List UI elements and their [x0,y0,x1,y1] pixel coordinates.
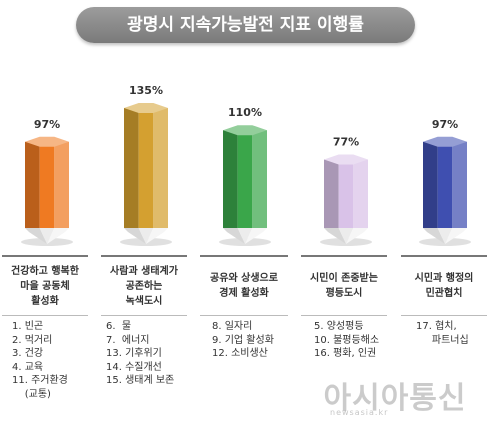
bar-1-tip-left [124,228,146,244]
bar-3-tip-right [346,228,368,244]
bar-3-right-facet [353,159,368,228]
bar-1-tip-front [138,228,154,244]
category-box-governance: 시민과 행정의 민관협치 [401,255,487,316]
bar-2-right-facet [252,130,267,228]
bar-4-front-facet [437,141,453,228]
goal-item: 15. 생태계 보존 [106,375,175,386]
bar-4-left-facet [423,141,438,228]
goal-item: 2. 먹거리 [12,334,53,346]
bar-3-tip-front [338,228,354,244]
goal-list-community: 1. 빈곤 2. 먹거리 3. 건강 4. 교육 11. 주거환경 (교통) [12,320,68,401]
bar-3-tip-left [324,228,346,244]
bar-4-tip-right [445,228,467,244]
bar-4-tip-left [423,228,445,244]
goal-list-equality: 5. 양성평등 10. 불평등해소 16. 평화, 인권 [314,320,379,361]
goal-item: 16. 평화, 인권 [314,348,377,359]
goal-list-economy: 8. 일자리 9. 기업 활성화 12. 소비생산 [212,320,274,361]
goal-item: 4. 교육 [12,361,44,373]
goal-item: 파트너십 [416,334,469,346]
bar-0-tip-front [39,228,55,244]
goal-item: 8. 일자리 [212,321,253,332]
goal-item: 13. 기후위기 [106,348,162,359]
bar-2-value-label: 110% [228,106,262,119]
bar-0-front-facet [39,141,55,228]
category-box-green-city: 사람과 생태계가 공존하는 녹색도시 [101,255,187,316]
bar-3-cap [324,154,368,165]
watermark-logo: 아시아통신 [323,381,467,416]
bar-0-value-label: 97% [34,118,60,131]
bar-1-right-facet [153,108,168,228]
bar-1-tip-right [146,228,168,244]
bar-3-left-facet [324,159,339,228]
bar-2-front-facet [237,130,253,228]
bar-4-cap [423,136,467,147]
bar-2-cap [223,125,267,136]
goal-item: 1. 빈곤 [12,321,44,332]
page-title: 광명시 지속가능발전 지표 이행률 [76,7,415,43]
category-box-economy: 공유와 상생으로 경제 활성화 [200,255,288,316]
bar-0-tip-left [25,228,47,244]
bar-3-front-facet [338,159,354,228]
bar-1-value-label: 135% [129,84,163,97]
goal-item: 11. 주거환경 [12,375,68,386]
bar-2-tip-front [237,228,253,244]
bar-3-value-label: 77% [333,136,359,149]
bar-2-left-facet [223,130,238,228]
goal-item: 17. 협치, [416,321,457,332]
bar-1-front-facet [138,108,154,228]
category-box-community: 건강하고 행복한 마을 공동체 활성화 [2,255,88,316]
watermark-url: newsasia.kr [330,408,389,417]
goal-list-governance: 17. 협치, 파트너십 [416,320,469,347]
bar-1-left-facet [124,108,139,228]
bar-0-right-facet [54,141,69,228]
bar-0-cap [25,136,69,147]
category-box-equality: 시민이 존중받는 평등도시 [301,255,387,316]
bar-1-cap [124,103,168,113]
bar-4-tip-front [437,228,453,244]
bar-0-tip-right [47,228,69,244]
goal-item: 5. 양성평등 [314,321,364,332]
goal-item: 9. 기업 활성화 [212,334,274,346]
goal-item: 10. 불평등해소 [314,334,380,346]
bar-4-value-label: 97% [432,118,458,131]
bar-2-tip-right [245,228,267,244]
goal-item: 6. 물 [106,321,132,332]
goal-item: (교통) [12,388,51,400]
goal-list-green-city: 6. 물 7. 에너지 13. 기후위기 14. 수질개선 15. 생태계 보존 [106,320,174,388]
goal-item: 3. 건강 [12,348,44,359]
goal-item: 7. 에너지 [106,334,150,346]
bar-0-left-facet [25,141,40,228]
goal-item: 12. 소비생산 [212,348,268,359]
bar-4-right-facet [452,141,467,228]
goal-item: 14. 수질개선 [106,361,162,373]
bar-2-tip-left [223,228,245,244]
